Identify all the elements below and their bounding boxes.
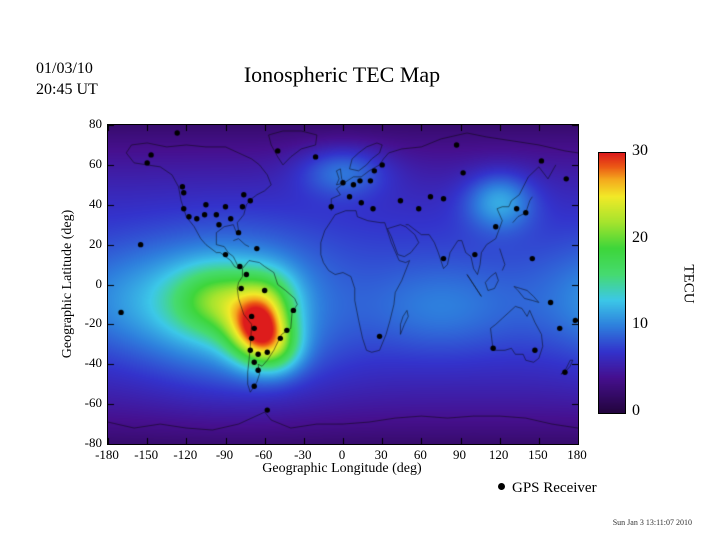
x-tick-label: 180 bbox=[567, 447, 587, 462]
tec-heatmap-canvas bbox=[108, 125, 578, 444]
observation-datetime: 01/03/10 20:45 UT bbox=[36, 58, 98, 100]
x-tick-label: 30 bbox=[374, 447, 388, 462]
x-axis-label: Geographic Longitude (deg) bbox=[262, 461, 422, 476]
y-tick-label: 80 bbox=[89, 116, 102, 131]
observation-time: 20:45 UT bbox=[36, 81, 98, 98]
x-tick-label: 60 bbox=[413, 447, 427, 462]
x-tick-label: -90 bbox=[215, 447, 234, 462]
x-tick-label: -60 bbox=[254, 447, 273, 462]
x-tick-label: -120 bbox=[173, 447, 198, 462]
gps-receiver-legend: GPS Receiver bbox=[498, 480, 597, 497]
y-tick-label: -80 bbox=[84, 435, 102, 450]
y-tick-label: 0 bbox=[95, 275, 103, 291]
y-tick-label: 20 bbox=[89, 235, 102, 251]
colorbar bbox=[598, 152, 626, 414]
x-tick-label: -150 bbox=[134, 447, 159, 462]
generation-timestamp: Sun Jan 3 13:11:07 2010 bbox=[612, 518, 692, 527]
y-tick-label: -60 bbox=[84, 395, 102, 411]
x-tick-label: -30 bbox=[294, 447, 312, 462]
y-tick-label: 40 bbox=[89, 195, 102, 211]
x-tick-label: 150 bbox=[528, 447, 548, 462]
page-title: Ionospheric TEC Map bbox=[243, 62, 441, 87]
y-tick-label: -20 bbox=[84, 315, 102, 331]
colorbar-tick-label: 0 bbox=[632, 402, 640, 419]
gps-receiver-dot-icon bbox=[498, 483, 505, 490]
gps-receiver-legend-label: GPS Receiver bbox=[512, 480, 597, 496]
x-tick-label: 120 bbox=[488, 447, 509, 462]
x-tick-label: 0 bbox=[338, 447, 346, 462]
x-tick-label: 90 bbox=[453, 447, 466, 462]
colorbar-units-label: TECU bbox=[680, 264, 697, 304]
y-tick-label: -40 bbox=[84, 355, 102, 371]
observation-date: 01/03/10 bbox=[36, 60, 93, 77]
colorbar-tick-label: 20 bbox=[632, 228, 648, 246]
y-tick-label: 60 bbox=[89, 155, 102, 171]
colorbar-tick-label: 30 bbox=[632, 142, 648, 159]
x-tick-label: -180 bbox=[95, 447, 119, 462]
tec-map-plot bbox=[107, 124, 579, 445]
colorbar-tick-label: 10 bbox=[632, 315, 648, 333]
